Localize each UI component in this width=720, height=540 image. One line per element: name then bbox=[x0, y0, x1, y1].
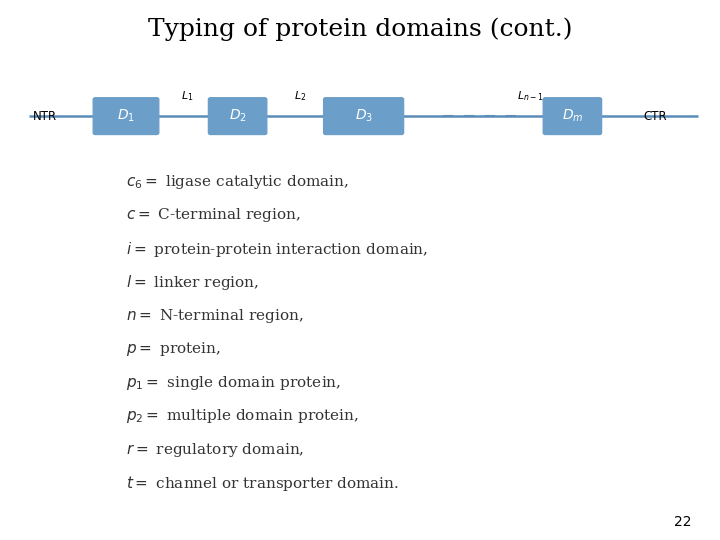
Text: $L_{1}$: $L_{1}$ bbox=[181, 89, 194, 103]
Text: $c =$ C-terminal region,: $c =$ C-terminal region, bbox=[126, 206, 300, 224]
Text: $c_6 =$ ligase catalytic domain,: $c_6 =$ ligase catalytic domain, bbox=[126, 173, 348, 191]
Text: $p_1 =$ single domain protein,: $p_1 =$ single domain protein, bbox=[126, 374, 341, 391]
Text: $L_{n-1}$: $L_{n-1}$ bbox=[517, 89, 544, 103]
FancyBboxPatch shape bbox=[544, 98, 602, 134]
Text: $p =$ protein,: $p =$ protein, bbox=[126, 340, 221, 358]
FancyBboxPatch shape bbox=[209, 98, 267, 134]
Text: $D_{m}$: $D_{m}$ bbox=[562, 108, 583, 124]
Text: $r =$ regulatory domain,: $r =$ regulatory domain, bbox=[126, 441, 305, 458]
Text: $D_{3}$: $D_{3}$ bbox=[354, 108, 373, 124]
Text: NTR: NTR bbox=[32, 110, 57, 123]
Text: $D_{1}$: $D_{1}$ bbox=[117, 108, 135, 124]
Text: $t =$ channel or transporter domain.: $t =$ channel or transporter domain. bbox=[126, 474, 399, 493]
Text: $D_{2}$: $D_{2}$ bbox=[229, 108, 246, 124]
Text: $L_{2}$: $L_{2}$ bbox=[294, 89, 306, 103]
Text: CTR: CTR bbox=[644, 110, 667, 123]
FancyBboxPatch shape bbox=[324, 98, 403, 134]
Text: $n =$ N-terminal region,: $n =$ N-terminal region, bbox=[126, 307, 304, 325]
Text: $l =$ linker region,: $l =$ linker region, bbox=[126, 273, 259, 292]
Text: $p_2 =$ multiple domain protein,: $p_2 =$ multiple domain protein, bbox=[126, 407, 359, 425]
Text: 22: 22 bbox=[674, 515, 691, 529]
FancyBboxPatch shape bbox=[93, 98, 158, 134]
Text: Typing of protein domains (cont.): Typing of protein domains (cont.) bbox=[148, 18, 572, 42]
Text: $i =$ protein-protein interaction domain,: $i =$ protein-protein interaction domain… bbox=[126, 240, 428, 259]
